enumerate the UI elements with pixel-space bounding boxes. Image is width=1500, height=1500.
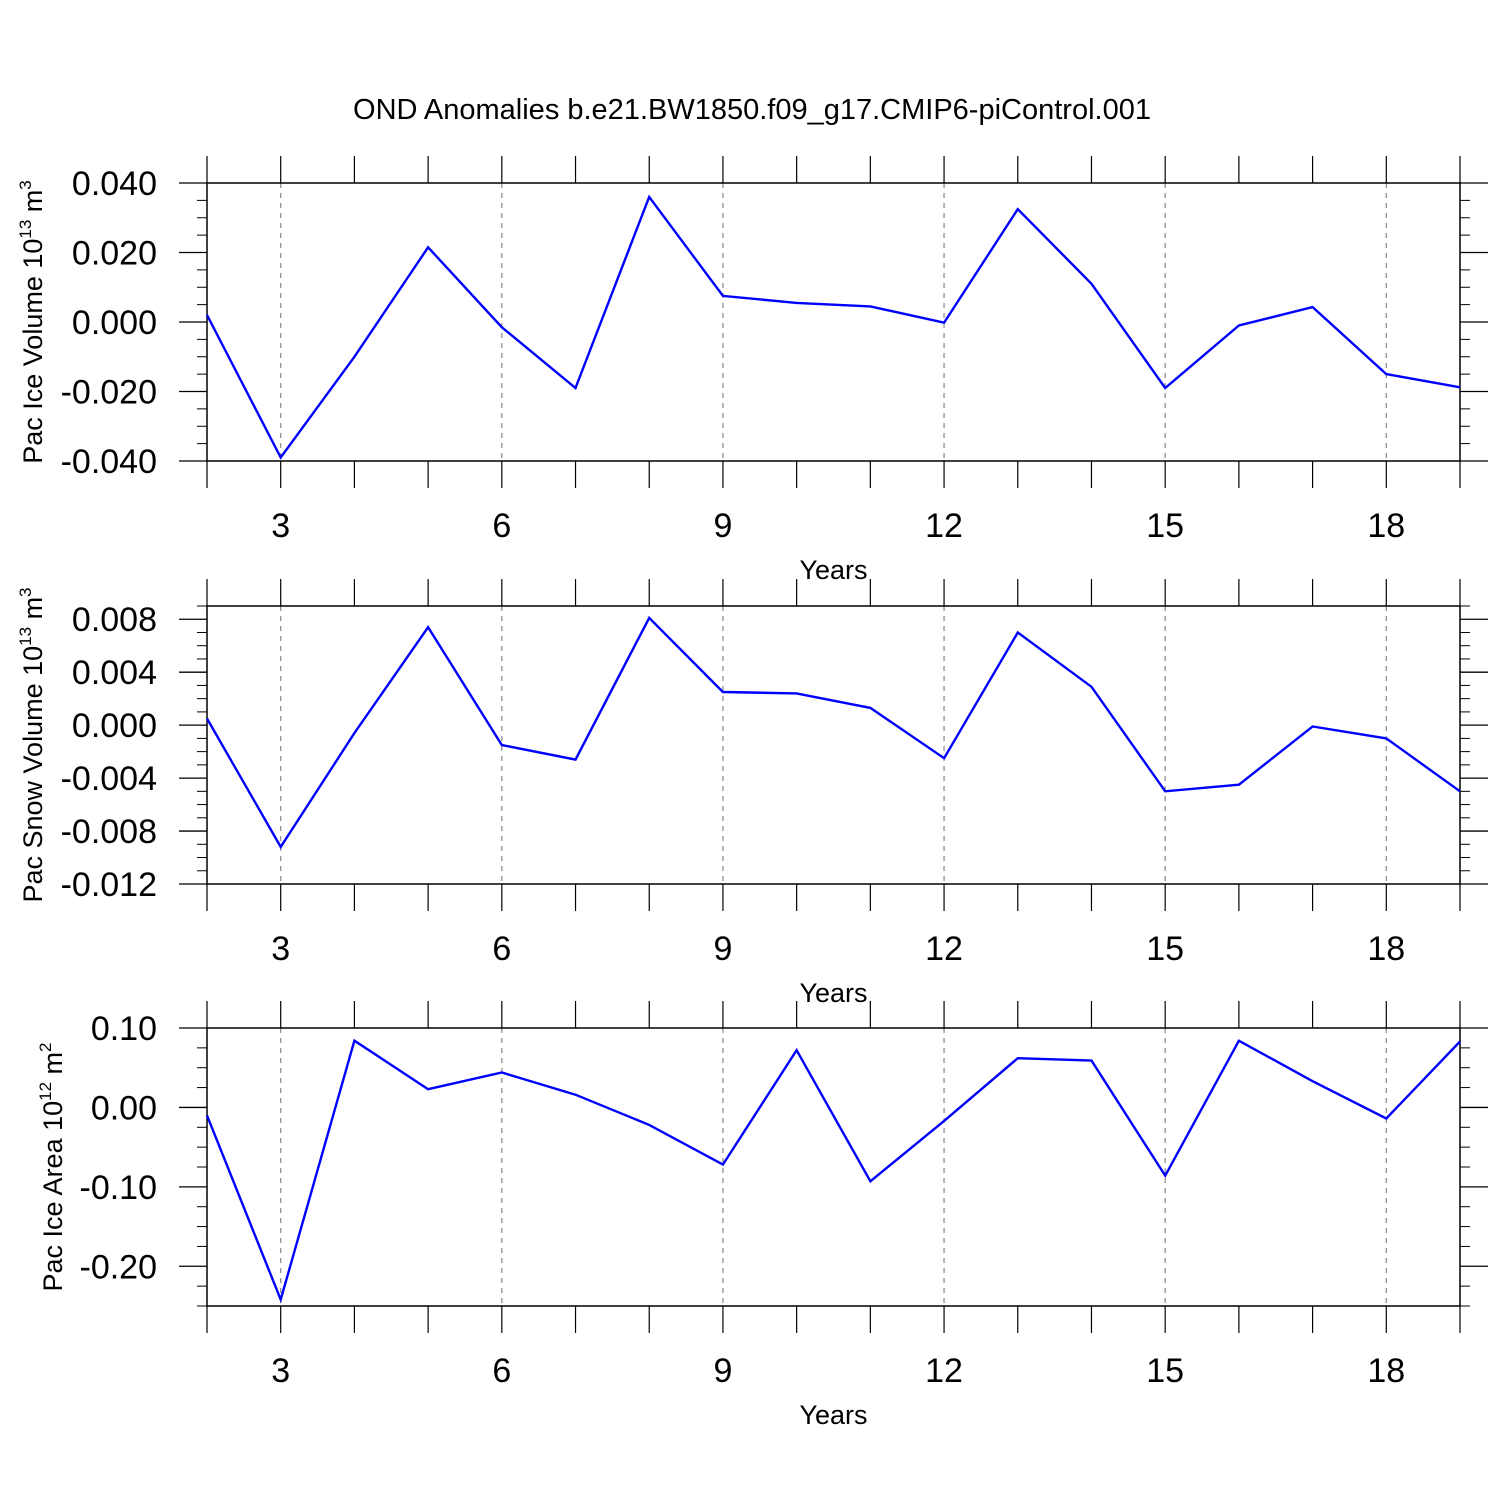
x-axis-label: Years	[799, 555, 867, 585]
y-tick-label: -0.012	[61, 866, 157, 904]
y-tick-label: 0.10	[91, 1010, 157, 1048]
x-tick-label: 6	[492, 1352, 511, 1390]
plot-frame	[206, 182, 1461, 462]
x-tick-label: 6	[492, 930, 511, 968]
y-tick-label: 0.020	[72, 235, 157, 273]
y-tick-label: 0.004	[72, 654, 157, 692]
figure-title: OND Anomalies b.e21.BW1850.f09_g17.CMIP6…	[353, 94, 1151, 126]
y-axis-label: Pac Ice Area 1012 m2	[36, 1042, 68, 1291]
x-tick-label: 18	[1367, 1352, 1405, 1390]
y-tick-label: 0.040	[72, 165, 157, 203]
y-tick-label: -0.008	[61, 813, 157, 851]
y-tick-label: -0.20	[80, 1248, 158, 1286]
x-tick-label: 3	[271, 507, 290, 545]
x-tick-label: 15	[1146, 507, 1184, 545]
x-tick-label: 12	[925, 1352, 963, 1390]
y-tick-label: 0.008	[72, 601, 157, 639]
x-tick-label: 3	[271, 1352, 290, 1390]
y-axis-label: Pac Ice Volume 1013 m3	[16, 180, 48, 464]
plot-frame	[206, 605, 1461, 885]
x-tick-label: 9	[713, 930, 732, 968]
x-tick-label: 9	[713, 507, 732, 545]
y-tick-label: 0.00	[91, 1089, 157, 1127]
x-tick-label: 18	[1367, 507, 1405, 545]
panel-1: -0.040 -0.020 0.000 0.020 0.040 3 6 9 12 15 18 Year…	[16, 156, 1488, 585]
y-tick-label: -0.040	[61, 443, 157, 481]
x-tick-label: 9	[713, 1352, 732, 1390]
y-axis-label: Pac Snow Volume 1013 m3	[16, 587, 48, 902]
series-line	[205, 194, 1461, 460]
x-tick-label: 15	[1146, 930, 1184, 968]
plot-frame	[206, 1027, 1461, 1307]
x-axis-label: Years	[799, 1400, 867, 1430]
panel-2: -0.012 -0.008 -0.004 0.000 0.004 0.008 3 6 9 12 15…	[16, 579, 1488, 1008]
series-line	[205, 615, 1461, 850]
x-tick-label: 6	[492, 507, 511, 545]
x-axis-label: Years	[799, 978, 867, 1008]
series-line	[205, 1038, 1461, 1304]
panels: -0.040 -0.020 0.000 0.020 0.040 3 6 9 12 15 18 Year…	[16, 156, 1488, 1430]
panel-3: -0.20 -0.10 0.00 0.10 3 6 9 12 15 18 Years Pac Ice …	[36, 1001, 1488, 1430]
x-tick-label: 12	[925, 507, 963, 545]
x-tick-label: 12	[925, 930, 963, 968]
x-tick-label: 3	[271, 930, 290, 968]
x-tick-label: 15	[1146, 1352, 1184, 1390]
y-tick-label: -0.020	[61, 374, 157, 412]
y-tick-label: 0.000	[72, 304, 157, 342]
x-tick-label: 18	[1367, 930, 1405, 968]
y-tick-label: -0.10	[80, 1169, 158, 1207]
y-tick-label: 0.000	[72, 707, 157, 745]
y-tick-label: -0.004	[61, 760, 157, 798]
